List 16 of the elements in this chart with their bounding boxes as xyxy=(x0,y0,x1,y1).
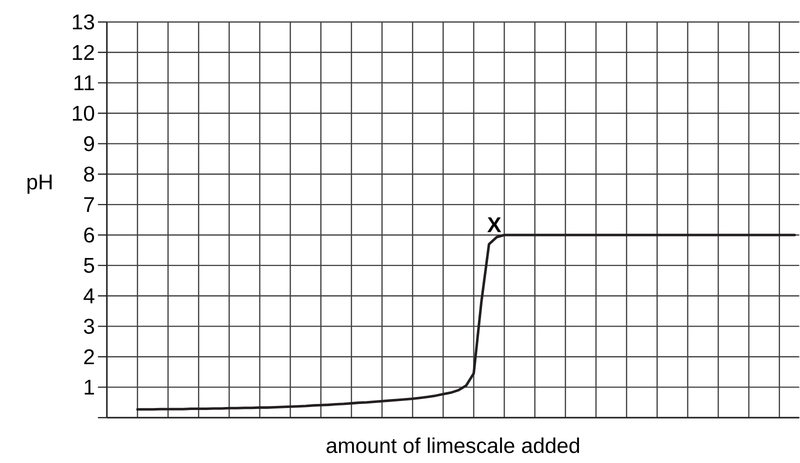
y-tick-label: 4 xyxy=(84,288,94,304)
y-tick-label: 5 xyxy=(84,258,94,274)
x-axis-title: amount of limescale added xyxy=(326,438,580,454)
y-tick-label: 3 xyxy=(84,318,94,334)
y-tick-label: 2 xyxy=(84,350,94,364)
y-tick-label: 6 xyxy=(84,228,94,243)
annotation: X xyxy=(487,218,502,232)
y-tick-label: 8 xyxy=(84,166,94,182)
y-tick-label: 10 xyxy=(72,106,94,122)
y-axis-title: pH xyxy=(28,174,52,194)
y-tick-label: 9 xyxy=(84,136,94,152)
y-tick-label: 12 xyxy=(72,45,94,60)
y-tick-label: 13 xyxy=(72,14,94,30)
y-tick-label: 7 xyxy=(84,197,94,212)
y-tick-label: 11 xyxy=(74,76,94,90)
y-tick-label: 1 xyxy=(84,380,94,395)
